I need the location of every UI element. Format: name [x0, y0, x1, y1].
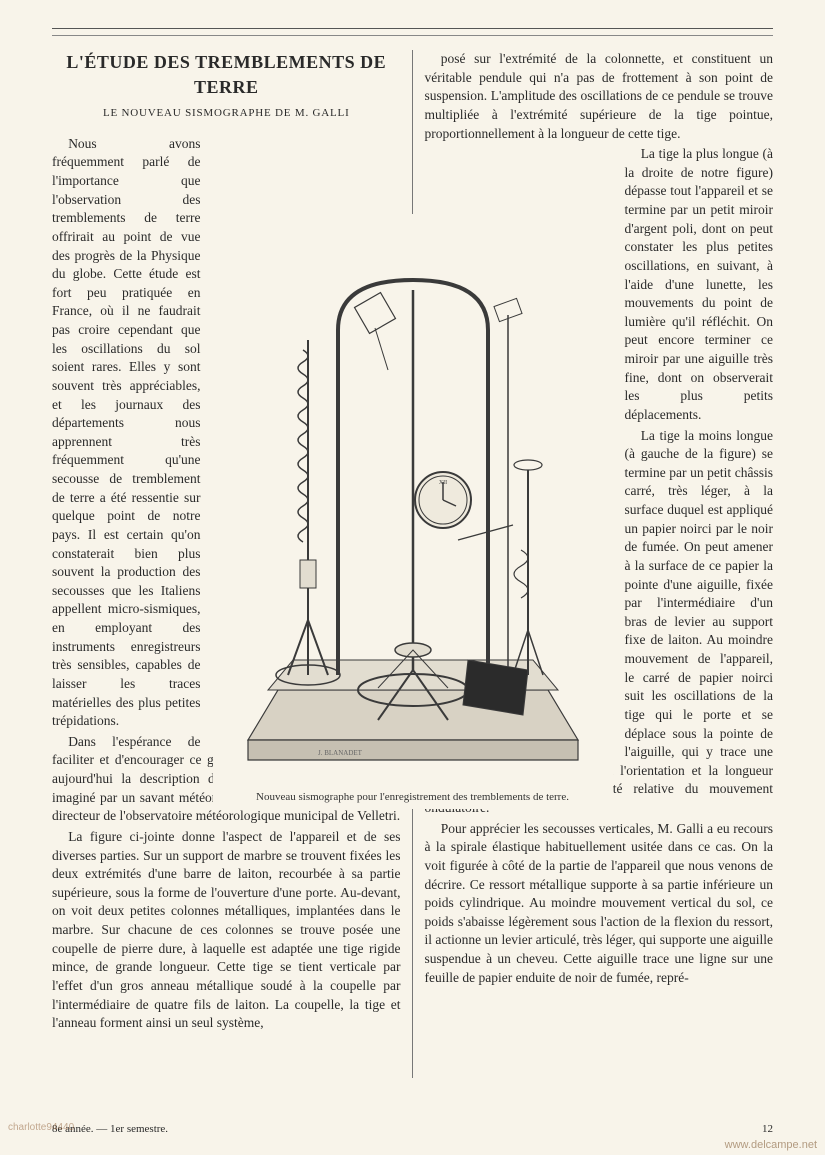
article-subtitle: LE NOUVEAU SISMOGRAPHE DE M. GALLI — [52, 106, 401, 121]
article-title: L'ÉTUDE DES TREMBLEMENTS DE TERRE — [52, 50, 401, 100]
para-c1-2: La figure ci-jointe donne l'aspect de l'… — [52, 828, 401, 1033]
top-rule-1 — [52, 28, 773, 29]
para-c2-0: posé sur l'extrémité de la colonnette, e… — [425, 50, 774, 143]
engraving-svg: XII J. BLANADET — [228, 220, 598, 780]
watermark-user: charlotte94440 — [8, 1122, 74, 1133]
svg-text:XII: XII — [438, 480, 446, 486]
page: XII J. BLANADET Nouveau sismographe — [0, 0, 825, 1155]
watermark-site: www.delcampe.net — [725, 1139, 817, 1151]
footer-right: 12 — [762, 1123, 773, 1135]
engraver-signature: J. BLANADET — [318, 749, 363, 757]
figure-caption: Nouveau sismographe pour l'enregistremen… — [221, 790, 605, 805]
para-c2-3: Pour apprécier les secousses verticales,… — [425, 820, 774, 988]
top-rule-2 — [52, 35, 773, 36]
content-area: XII J. BLANADET Nouveau sismographe — [52, 50, 773, 1078]
page-footer: 8e année. — 1er semestre. 12 — [52, 1123, 773, 1135]
figure-sismographe: XII J. BLANADET Nouveau sismographe — [213, 214, 613, 809]
